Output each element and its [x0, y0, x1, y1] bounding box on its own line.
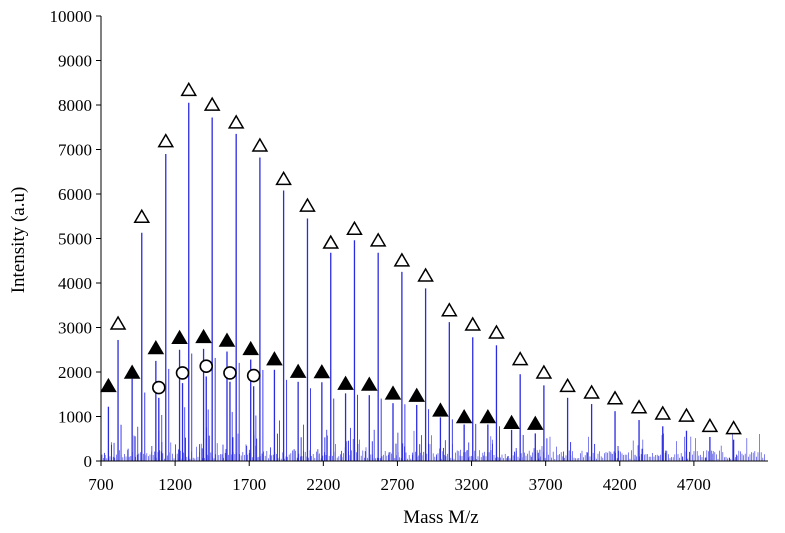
filled-triangle-marker: [526, 415, 544, 430]
x-tick-label: 2200: [306, 475, 340, 494]
noise-path: [101, 430, 765, 461]
x-tick-label: 3200: [455, 475, 489, 494]
filled-triangle-marker: [266, 351, 283, 366]
y-tick-label: 10000: [50, 7, 93, 26]
open-circle-marker: [175, 366, 190, 380]
x-tick-label: 1200: [158, 475, 192, 494]
filled-triangle-marker: [455, 409, 473, 424]
axes: [96, 15, 768, 466]
open-triangle-marker: [511, 351, 529, 366]
open-triangle-marker: [701, 417, 719, 433]
filled-triangle-marker: [360, 376, 378, 391]
open-triangle-marker: [535, 364, 553, 379]
open-circle-marker: [199, 359, 214, 374]
open-triangle-marker: [251, 137, 269, 152]
open-triangle-marker: [630, 399, 648, 414]
open-triangle-marker: [393, 252, 411, 267]
open-triangle-marker: [606, 390, 624, 405]
y-tick-label: 6000: [58, 185, 92, 204]
filled-triangle-marker: [479, 409, 497, 424]
open-triangle-marker: [488, 324, 505, 339]
filled-triangle-marker: [408, 387, 426, 402]
spectrum-peaks: [104, 102, 738, 461]
tick-labels: 0 1000 2000 3000 4000 5000 6000 7000 8000 9000 100…: [50, 7, 711, 494]
filled-triangle-marker: [123, 364, 141, 379]
y-tick-label: 2000: [58, 363, 92, 382]
y-tick-label: 4000: [58, 274, 92, 293]
open-triangle-marker: [369, 232, 387, 247]
open-circle-marker: [223, 366, 237, 380]
open-circle-marker: [246, 368, 261, 383]
filled-triangle-marker: [195, 328, 212, 344]
open-triangle-marker: [559, 377, 576, 393]
x-tick-label: 1700: [232, 475, 266, 494]
y-tick-label: 5000: [58, 230, 92, 249]
baseline-noise: [101, 430, 765, 461]
open-triangle-marker: [441, 302, 458, 317]
open-triangle-marker: [275, 170, 292, 186]
y-tick-label: 7000: [58, 141, 92, 160]
filled-triangle-marker: [147, 340, 165, 355]
open-triangle-marker: [227, 114, 245, 129]
open-circle-marker: [152, 380, 166, 395]
x-tick-label: 2700: [380, 475, 414, 494]
open-triangle-marker: [180, 81, 198, 97]
y-tick-label: 0: [84, 452, 93, 471]
y-axis-title: Intensity (a.u): [8, 187, 29, 294]
open-triangle-marker: [346, 220, 363, 236]
filled-triangle-marker: [171, 329, 188, 345]
open-triangle-marker: [322, 234, 340, 249]
filled-triangle-marker: [337, 375, 354, 390]
x-tick-label: 700: [88, 475, 114, 494]
x-axis-title: Mass M/z: [403, 507, 478, 528]
open-triangle-marker: [583, 384, 600, 399]
open-triangle-marker: [417, 267, 434, 282]
x-tick-label: 3700: [529, 475, 563, 494]
filled-triangle-marker: [384, 385, 402, 400]
filled-triangle-marker: [100, 377, 117, 393]
open-triangle-marker: [299, 197, 316, 212]
open-triangle-marker: [109, 315, 127, 330]
open-triangle-marker: [157, 133, 175, 148]
open-triangle-marker: [654, 405, 672, 420]
open-triangle-marker: [725, 420, 742, 435]
filled-triangle-marker: [218, 332, 236, 347]
y-tick-label: 3000: [58, 319, 92, 338]
y-tick-label: 8000: [58, 96, 92, 115]
filled-triangle-marker: [503, 414, 520, 430]
filled-triangle-marker: [242, 340, 260, 356]
filled-triangle-marker: [289, 363, 307, 378]
open-triangle-marker: [678, 407, 695, 422]
open-triangle-marker: [203, 96, 221, 111]
x-tick-label: 4700: [677, 475, 711, 494]
y-tick-label: 1000: [58, 408, 92, 427]
filled-triangle-marker: [432, 402, 449, 417]
filled-triangle-marker: [313, 364, 331, 379]
peak-markers: [100, 81, 742, 435]
open-triangle-marker: [464, 316, 482, 331]
open-triangle-marker: [133, 208, 151, 223]
y-tick-label: 9000: [58, 52, 92, 71]
x-tick-label: 4200: [603, 475, 637, 494]
